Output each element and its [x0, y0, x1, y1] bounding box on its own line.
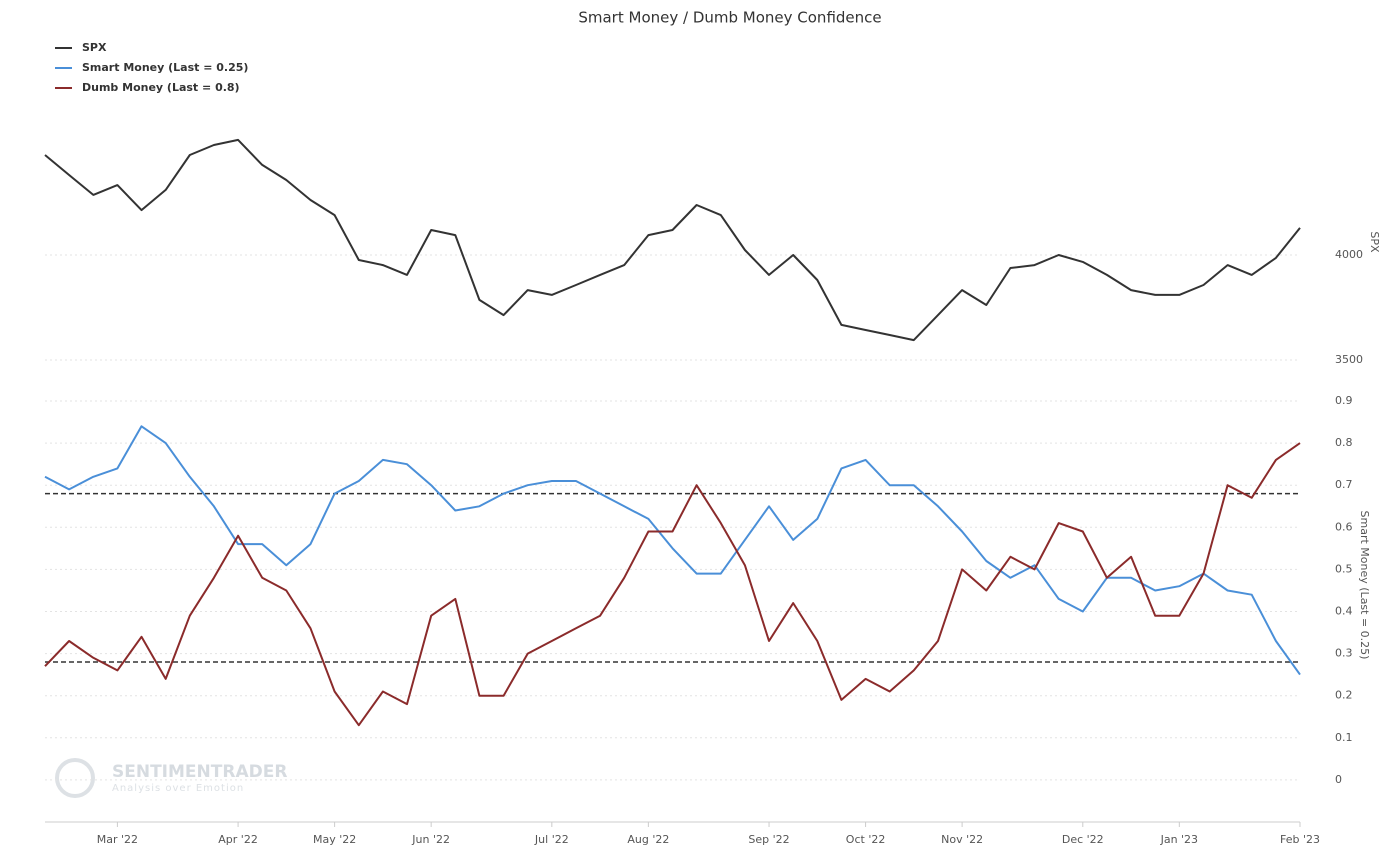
x-tick-label: Jan '23	[1160, 833, 1198, 846]
y2-tick-label: 0.6	[1335, 520, 1353, 533]
x-tick-label: Jun '22	[411, 833, 450, 846]
y2-tick-label: 0.9	[1335, 394, 1353, 407]
series-line	[44, 425, 1301, 676]
legend-label: Dumb Money (Last = 0.8)	[82, 81, 240, 94]
x-tick-label: Mar '22	[97, 833, 138, 846]
x-tick-label: Dec '22	[1062, 833, 1104, 846]
y-axis-label: SPX	[1368, 231, 1379, 253]
x-tick-label: Oct '22	[846, 833, 886, 846]
y2-tick-label: 0.7	[1335, 478, 1353, 491]
watermark: SENTIMENTRADER Analysis over Emotion	[55, 758, 287, 798]
y2-tick-label: 0	[1335, 773, 1342, 786]
watermark-icon	[55, 758, 95, 798]
x-tick-label: Feb '23	[1280, 833, 1320, 846]
watermark-title: SENTIMENTRADER	[112, 762, 287, 782]
y2-tick-label: 0.8	[1335, 436, 1353, 449]
y2-tick-label: 0.2	[1335, 689, 1353, 702]
series-line	[44, 442, 1301, 727]
x-tick-label: Sep '22	[748, 833, 789, 846]
x-tick-label: Aug '22	[627, 833, 669, 846]
y2-tick-label: 0.1	[1335, 731, 1353, 744]
y2-tick-label: 0.3	[1335, 647, 1353, 660]
series-line	[44, 138, 1301, 342]
x-tick-label: Apr '22	[218, 833, 258, 846]
y2-tick-label: 0.5	[1335, 562, 1353, 575]
y-tick-label: 4000	[1335, 248, 1363, 261]
y2-tick-label: 0.4	[1335, 605, 1353, 618]
x-tick-label: Nov '22	[941, 833, 983, 846]
y-tick-label: 3500	[1335, 353, 1363, 366]
legend-label: Smart Money (Last = 0.25)	[82, 61, 248, 74]
watermark-subtitle: Analysis over Emotion	[112, 783, 244, 794]
chart-title: Smart Money / Dumb Money Confidence	[578, 9, 881, 27]
x-tick-label: Jul '22	[534, 833, 569, 846]
x-tick-label: May '22	[313, 833, 356, 846]
legend-label: SPX	[82, 41, 107, 54]
y2-axis-label: Smart Money (Last = 0.25)	[1358, 511, 1371, 660]
